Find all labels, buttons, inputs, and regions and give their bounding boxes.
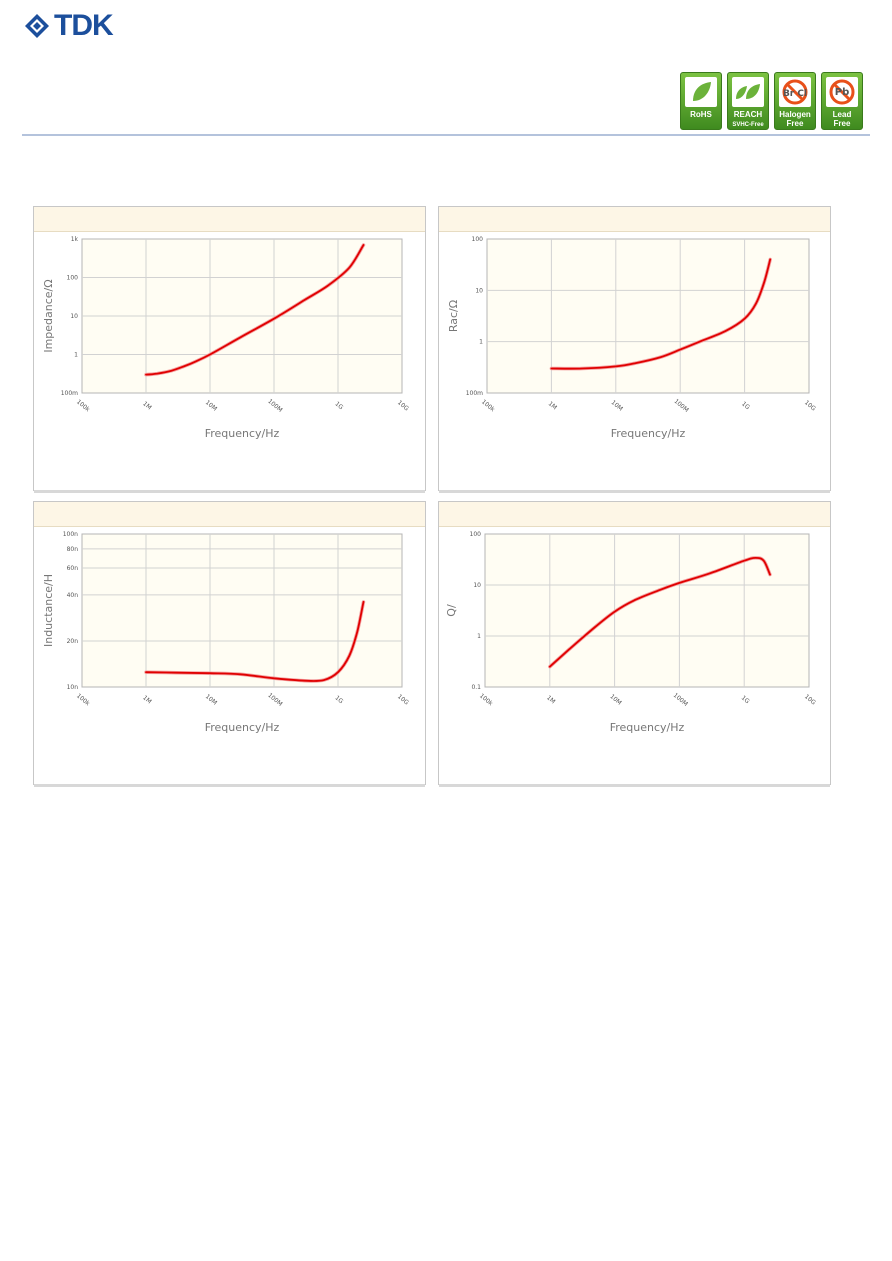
y-tick-label: 40n bbox=[67, 592, 79, 599]
x-tick-label: 100k bbox=[478, 692, 494, 707]
x-tick-label: 10M bbox=[608, 693, 622, 707]
rac-chart: 100k 1M 10M 100M 1G 10G 100m 1 10 100 Frequency/Hz… bbox=[447, 236, 817, 440]
x-axis-label: Frequency/Hz bbox=[205, 427, 280, 440]
y-tick-label: 1k bbox=[71, 236, 79, 243]
leaves-icon bbox=[736, 84, 760, 99]
x-tick-label: 10M bbox=[204, 399, 218, 413]
y-tick-label: 10 bbox=[473, 582, 481, 589]
series-line bbox=[145, 244, 365, 376]
x-tick-label: 1M bbox=[141, 400, 152, 411]
no-halogen-icon: Br Cl bbox=[782, 79, 808, 105]
x-tick-label: 100M bbox=[673, 398, 690, 414]
series-line bbox=[145, 601, 365, 682]
q-chart: 100k 1M 10M 100M 1G 10G 0.1 1 10 100 Frequency/Hz Q… bbox=[445, 531, 817, 734]
logo-text: TDK bbox=[54, 9, 114, 42]
x-tick-label: 1G bbox=[740, 694, 751, 705]
x-tick-label: 10G bbox=[396, 399, 410, 412]
lead-free-badge: Pb Lead Free bbox=[821, 72, 863, 130]
rohs-label: RoHS bbox=[690, 110, 712, 119]
y-tick-label: 100 bbox=[470, 531, 482, 538]
y-axis-label: Q/ bbox=[445, 604, 458, 617]
panel-header bbox=[34, 502, 425, 527]
x-tick-label: 1G bbox=[333, 694, 344, 705]
plot-area bbox=[81, 533, 403, 688]
series-line bbox=[548, 556, 771, 668]
y-tick-label: 20n bbox=[67, 638, 79, 645]
rac-chart-panel: 100k 1M 10M 100M 1G 10G 100m 1 10 100 Frequency/Hz… bbox=[438, 206, 831, 493]
y-tick-label: 100m bbox=[61, 390, 78, 397]
inductance-chart-panel: 100k 1M 10M 100M 1G 10G 10n 20n 40n 60n 80n 100n Fre… bbox=[33, 501, 426, 787]
x-tick-label: 1M bbox=[547, 400, 558, 411]
y-tick-label: 100n bbox=[63, 531, 78, 538]
no-lead-icon: Pb bbox=[829, 79, 855, 105]
y-tick-label: 10n bbox=[67, 684, 79, 691]
lead-label: Lead bbox=[832, 110, 852, 119]
x-tick-label: 100k bbox=[480, 398, 496, 413]
x-tick-label: 100k bbox=[75, 692, 91, 707]
impedance-chart-panel: 100k 1M 10M 100M 1G 10G 100m 1 10 100 1k Frequency/… bbox=[33, 206, 426, 493]
tdk-logo: TDK bbox=[24, 9, 114, 42]
halogen-free-badge: Br Cl Halogen Free bbox=[774, 72, 816, 130]
x-tick-label: 10G bbox=[803, 399, 817, 412]
y-tick-label: 10 bbox=[70, 313, 78, 320]
x-tick-label: 1M bbox=[141, 694, 152, 705]
x-tick-label: 100M bbox=[266, 692, 283, 708]
x-axis-label: Frequency/Hz bbox=[205, 721, 280, 734]
x-tick-label: 100k bbox=[75, 398, 91, 413]
x-tick-label: 1G bbox=[333, 400, 344, 411]
tdk-logo-mark-icon bbox=[25, 14, 49, 38]
y-tick-label: 80n bbox=[67, 546, 79, 553]
x-axis-label: Frequency/Hz bbox=[610, 721, 685, 734]
x-axis-label: Frequency/Hz bbox=[611, 427, 686, 440]
x-tick-label: 100M bbox=[266, 398, 283, 414]
y-tick-label: 100 bbox=[472, 236, 484, 243]
x-tick-label: 10M bbox=[204, 693, 218, 707]
halogen-symbol: Br Cl bbox=[783, 89, 807, 99]
plot-area bbox=[486, 238, 810, 394]
y-tick-label: 0.1 bbox=[471, 684, 481, 691]
panel-header bbox=[34, 207, 425, 232]
y-tick-label: 10 bbox=[475, 287, 483, 294]
q-chart-panel: 100k 1M 10M 100M 1G 10G 0.1 1 10 100 Frequency/Hz Q… bbox=[438, 501, 831, 787]
lead-sublabel: Free bbox=[833, 119, 851, 128]
halogen-sublabel: Free bbox=[786, 119, 804, 128]
lead-symbol: Pb bbox=[835, 87, 850, 98]
impedance-chart: 100k 1M 10M 100M 1G 10G 100m 1 10 100 1k Frequency/… bbox=[42, 236, 410, 440]
reach-label: REACH bbox=[733, 110, 763, 119]
y-axis-label: Rac/Ω bbox=[447, 300, 460, 332]
y-tick-label: 1 bbox=[477, 633, 481, 640]
y-axis-label: Inductance/H bbox=[42, 574, 55, 647]
y-tick-label: 1 bbox=[74, 352, 78, 359]
reach-sublabel: SVHC-Free bbox=[732, 122, 764, 128]
panel-header bbox=[439, 207, 830, 232]
leaf-icon bbox=[693, 82, 711, 101]
y-tick-label: 1 bbox=[479, 339, 483, 346]
y-tick-label: 100 bbox=[67, 275, 79, 282]
inductance-chart: 100k 1M 10M 100M 1G 10G 10n 20n 40n 60n 80n 100n Fre… bbox=[42, 531, 410, 734]
x-tick-label: 100M bbox=[672, 692, 689, 708]
x-tick-label: 1M bbox=[545, 694, 556, 705]
panel-header bbox=[439, 502, 830, 527]
x-tick-label: 10G bbox=[396, 693, 410, 706]
rohs-badge: RoHS bbox=[680, 72, 722, 130]
x-tick-label: 1G bbox=[740, 400, 751, 411]
series-line bbox=[550, 258, 772, 370]
compliance-badges: RoHS REACH SVHC-Free Br Cl Halogen Free Pb… bbox=[680, 72, 863, 130]
y-tick-label: 60n bbox=[67, 565, 79, 572]
y-tick-label: 100m bbox=[466, 390, 483, 397]
y-axis-label: Impedance/Ω bbox=[42, 279, 55, 352]
x-tick-label: 10G bbox=[803, 693, 817, 706]
halogen-label: Halogen bbox=[779, 110, 811, 119]
reach-badge: REACH SVHC-Free bbox=[727, 72, 769, 130]
x-tick-label: 10M bbox=[610, 399, 624, 413]
header-divider bbox=[22, 134, 870, 136]
